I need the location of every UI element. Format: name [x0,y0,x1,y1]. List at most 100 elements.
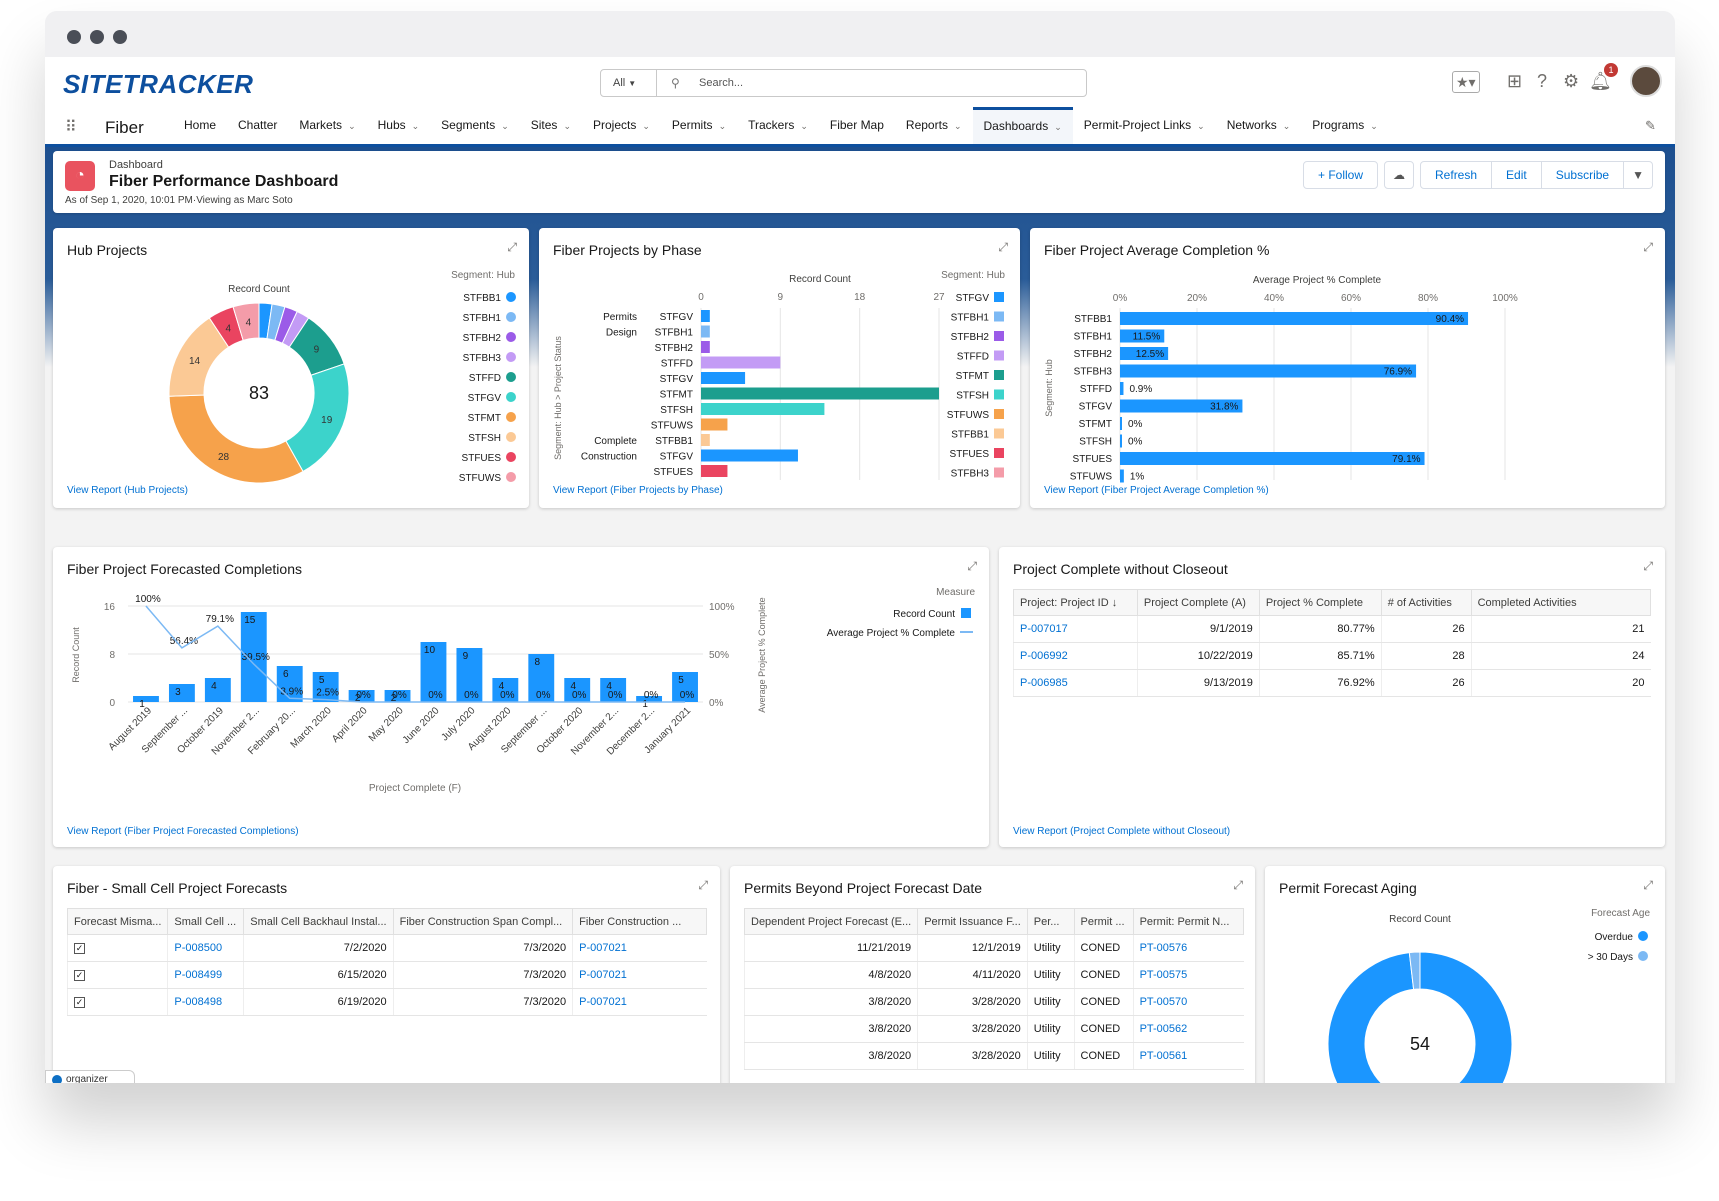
column-header[interactable]: Project Complete (A) [1136,589,1260,616]
chevron-down-icon[interactable]: ⌄ [411,121,420,131]
more-actions-chevron-down-icon[interactable]: ▼ [1624,161,1653,189]
expand-icon[interactable]: ⤢ [1643,559,1653,573]
chevron-down-icon[interactable]: ⌄ [718,121,727,131]
table-cell[interactable]: P-007021 [572,961,707,989]
checkbox[interactable]: ✓ [74,970,85,981]
nav-item-segments[interactable]: Segments ⌄ [430,107,520,144]
category-label: STFSH [1079,437,1112,448]
nav-item-fiber-map[interactable]: Fiber Map [819,107,895,144]
edit-button[interactable]: Edit [1492,161,1542,189]
nav-item-projects[interactable]: Projects ⌄ [582,107,661,144]
legend-swatch [994,389,1004,400]
table-cell[interactable]: P-007021 [572,988,707,1016]
expand-icon[interactable]: ⤢ [1643,240,1653,254]
table-cell[interactable]: PT-00570 [1132,988,1244,1016]
column-header[interactable]: Completed Activities [1470,589,1652,616]
view-report-link[interactable]: View Report (Project Complete without Cl… [1013,826,1231,837]
expand-icon[interactable]: ⤢ [967,559,977,573]
column-header[interactable]: Dependent Project Forecast (E... [743,908,919,935]
nav-item-trackers[interactable]: Trackers ⌄ [737,107,819,144]
search-scope-select[interactable]: All ▼ [601,70,657,96]
column-header[interactable]: Per... [1026,908,1075,935]
nav-item-programs[interactable]: Programs ⌄ [1301,107,1389,144]
row-label: STFBH1 [655,328,694,339]
expand-icon[interactable]: ⤢ [698,878,708,892]
legend-swatch [994,311,1004,322]
chevron-down-icon[interactable]: ⌄ [800,121,808,131]
window-close-dot[interactable] [67,30,81,44]
column-header[interactable]: Small Cell ... [167,908,245,935]
app-launcher-icon[interactable]: ⠿ [65,119,77,136]
expand-icon[interactable]: ⤢ [998,240,1008,254]
notification-bell-icon[interactable]: 🔔︎ [1589,71,1612,91]
nav-item-home[interactable]: Home [173,107,227,144]
nav-item-reports[interactable]: Reports ⌄ [895,107,973,144]
nav-item-sites[interactable]: Sites ⌄ [520,107,582,144]
nav-item-dashboards[interactable]: Dashboards ⌄ [972,107,1073,144]
pct-value-label: 0% [428,690,443,701]
sitetracker-logo[interactable]: SITETRACKER [63,69,254,99]
global-add-icon[interactable]: ⊞ [1507,71,1523,91]
search-input[interactable]: Search... [699,77,744,89]
chevron-down-icon[interactable]: ⌄ [1197,121,1205,131]
table-cell[interactable]: PT-00562 [1132,1015,1244,1043]
subscribe-button[interactable]: Subscribe [1541,161,1625,189]
chevron-down-icon[interactable]: ⌄ [642,121,650,131]
chevron-down-icon[interactable]: ⌄ [1370,121,1378,131]
expand-icon[interactable]: ⤢ [1233,878,1243,892]
table-cell[interactable]: P-008499 [167,961,244,989]
view-report-link[interactable]: View Report (Hub Projects) [67,485,188,496]
bar [1120,312,1469,325]
table-cell[interactable]: P-006992 [1013,642,1138,670]
view-report-link[interactable]: View Report (Fiber Project Average Compl… [1044,485,1269,496]
table-cell[interactable]: P-007021 [572,934,707,962]
column-header[interactable]: # of Activities [1380,589,1472,616]
view-report-link[interactable]: View Report (Fiber Projects by Phase) [553,485,723,496]
refresh-button[interactable]: Refresh [1420,161,1493,189]
nav-item-networks[interactable]: Networks ⌄ [1216,107,1302,144]
table-cell[interactable]: PT-00561 [1132,1042,1244,1070]
table-cell[interactable]: P-008498 [167,988,244,1016]
nav-item-permit-project-links[interactable]: Permit-Project Links ⌄ [1073,107,1216,144]
nav-item-permits[interactable]: Permits ⌄ [661,107,737,144]
table-cell[interactable]: P-008500 [167,934,244,962]
view-report-link[interactable]: View Report (Fiber Project Forecasted Co… [67,826,299,837]
chevron-down-icon[interactable]: ⌄ [1282,121,1291,131]
organizer-tab[interactable]: organizer [45,1070,135,1083]
column-header[interactable]: Permit Issuance F... [917,908,1028,935]
chevron-down-icon[interactable]: ⌄ [501,121,509,131]
global-search[interactable]: All ▼ ⚲ Search... [600,69,1087,97]
nav-item-markets[interactable]: Markets ⌄ [288,107,366,144]
expand-icon[interactable]: ⤢ [507,240,517,254]
window-minimize-dot[interactable] [90,30,104,44]
table-cell[interactable]: PT-00576 [1132,934,1244,962]
follow-button[interactable]: + Follow [1302,161,1379,189]
table-cell[interactable]: P-007017 [1013,615,1138,643]
column-header[interactable]: Project: Project ID ↓ [1013,589,1138,616]
column-header[interactable]: Fiber Construction ... [572,908,707,935]
column-header[interactable]: Permit ... [1073,908,1134,935]
column-header[interactable]: Project % Complete [1258,589,1382,616]
chevron-down-icon[interactable]: ⌄ [348,121,356,131]
help-icon[interactable]: ? [1537,71,1548,91]
setup-gear-icon[interactable]: ⚙ [1563,71,1580,91]
expand-icon[interactable]: ⤢ [1643,878,1653,892]
table-cell[interactable]: PT-00575 [1132,961,1244,989]
checkbox[interactable]: ✓ [74,943,85,954]
column-header[interactable]: Small Cell Backhaul Instal... [243,908,394,935]
edit-nav-pencil-icon[interactable]: ✎ [1645,118,1656,133]
column-header[interactable]: Forecast Misma... [66,908,169,935]
favorites-star-icon[interactable]: ★▾ [1452,71,1480,93]
chevron-down-icon[interactable]: ⌄ [563,121,571,131]
nav-item-chatter[interactable]: Chatter [227,107,288,144]
window-zoom-dot[interactable] [113,30,127,44]
table-cell[interactable]: P-006985 [1013,669,1138,697]
chevron-down-icon[interactable]: ⌄ [953,121,962,131]
column-header[interactable]: Permit: Permit N... [1132,908,1245,935]
checkbox[interactable]: ✓ [74,997,85,1008]
collaborate-icon[interactable]: ☁ [1384,161,1415,189]
chevron-down-icon[interactable]: ⌄ [1054,122,1062,132]
nav-item-hubs[interactable]: Hubs ⌄ [367,107,431,144]
column-header[interactable]: Fiber Construction Span Compl... [392,908,574,935]
user-avatar[interactable] [1630,65,1662,97]
